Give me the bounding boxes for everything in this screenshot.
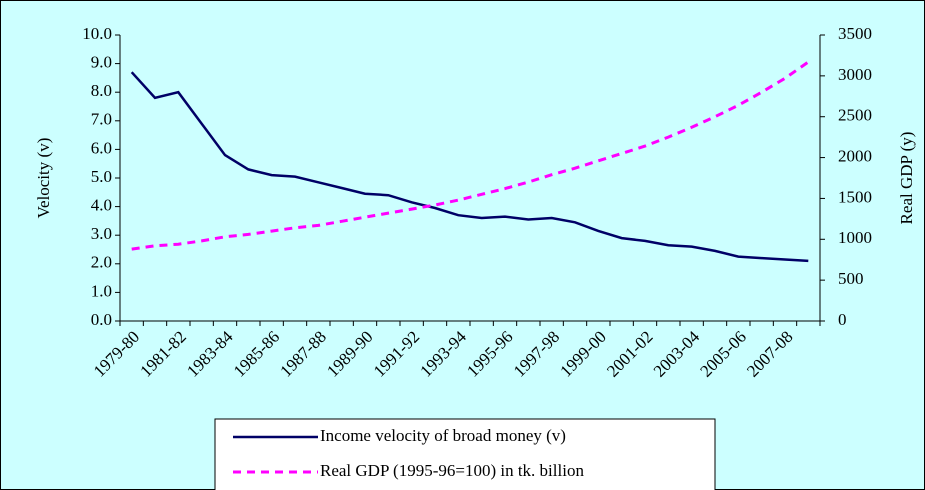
y2-tick-label: 2500 [838,106,872,125]
legend-label: Real GDP (1995-96=100) in tk. billion [320,461,584,480]
y-tick-label: 0.0 [91,310,112,329]
y-axis-title: Velocity (v) [34,138,53,219]
legend [214,418,716,490]
y-tick-label: 5.0 [91,167,112,186]
y2-tick-label: 2000 [838,146,872,165]
y2-tick-label: 0 [838,310,847,329]
y-tick-label: 4.0 [91,196,112,215]
y2-tick-label: 500 [838,269,864,288]
y2-tick-label: 3500 [838,24,872,43]
y-tick-label: 10.0 [82,24,112,43]
legend-label: Income velocity of broad money (v) [320,426,566,445]
y2-tick-label: 3000 [838,65,872,84]
series-line [130,71,809,263]
y-tick-label: 3.0 [91,224,112,243]
y-tick-label: 7.0 [91,110,112,129]
y2-tick-label: 1500 [838,187,872,206]
y-tick-label: 2.0 [91,253,112,272]
y-tick-label: 8.0 [91,81,112,100]
series-line [131,60,810,251]
y-tick-label: 6.0 [91,138,112,157]
y2-tick-label: 1000 [838,228,872,247]
y-tick-label: 9.0 [91,53,112,72]
y2-axis-title: Real GDP (y) [897,132,916,225]
y-tick-label: 1.0 [91,281,112,300]
